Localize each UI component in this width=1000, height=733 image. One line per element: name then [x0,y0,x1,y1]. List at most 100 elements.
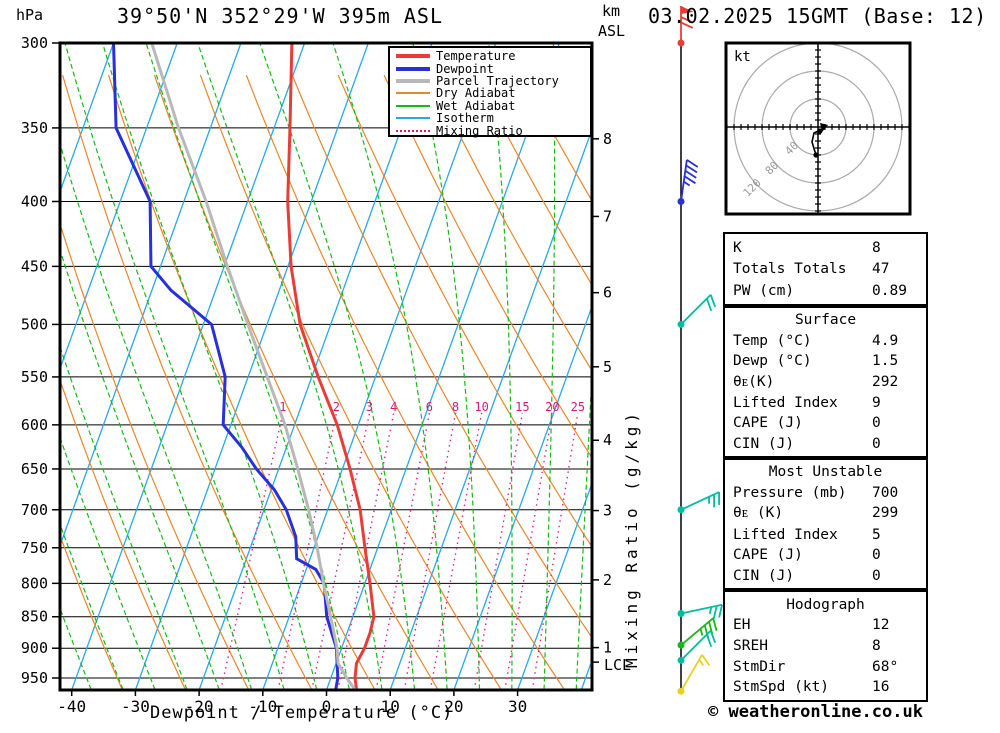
dewpoint-line-swatch [396,66,430,71]
table-row: Totals Totals 47 [725,261,926,277]
stat-value: 299 [872,505,899,522]
legend-label: Mixing Ratio [436,123,523,138]
stat-label: StmDir [733,658,786,675]
altitude-axis-unit-km: km [602,2,621,20]
stat-value: 68° [872,658,899,675]
most-unstable-table: Most Unstable Pressure (mb) 700 θᴇ (K) 299… [723,458,928,590]
svg-text:-30: -30 [121,697,150,716]
copyright-text: © weatheronline.co.uk [708,702,923,722]
stat-label: Temp (°C) [733,332,812,349]
legend-label: Temperature [436,49,516,64]
stat-value: 0 [872,435,881,452]
svg-text:4: 4 [390,400,397,414]
table-row: Lifted Index 5 [725,527,926,543]
svg-text:40: 40 [782,139,801,158]
svg-text:15: 15 [515,400,529,414]
svg-text:750: 750 [21,539,48,557]
svg-text:-40: -40 [57,697,86,716]
stat-value: 8 [872,239,881,256]
table-row: CAPE (J) 0 [725,415,926,431]
valid-datetime: 03.02.2025 15GMT (Base: 12) [648,4,987,28]
chart-legend: Temperature Dewpoint Parcel Trajectory D… [388,46,592,137]
legend-label: Dewpoint [436,61,494,76]
stat-value: 700 [872,484,899,501]
table-title: Hodograph [786,596,865,613]
stat-value: 12 [872,617,890,634]
mixing-ratio-axis-title: Mixing Ratio (g/kg) [622,408,641,668]
isotherm-swatch [396,117,430,120]
dry-adiabat-swatch [396,92,430,95]
svg-text:4: 4 [603,431,612,449]
stat-label: CIN (J) [733,435,795,452]
stat-label: EH [733,617,751,634]
svg-text:550: 550 [21,368,48,386]
svg-text:-10: -10 [248,697,277,716]
stat-label: CAPE (J) [733,415,803,432]
svg-text:30: 30 [508,697,527,716]
svg-text:2: 2 [603,571,612,589]
temperature-line-swatch [396,54,430,59]
svg-text:10: 10 [381,697,400,716]
legend-item: Dry Adiabat [396,87,590,99]
table-row: StmSpd (kt) 16 [725,679,926,695]
stat-label: CAPE (J) [733,547,803,564]
svg-text:3: 3 [366,400,373,414]
svg-text:500: 500 [21,315,48,333]
table-row: SREH 8 [725,638,926,654]
table-row: CIN (J) 0 [725,436,926,452]
svg-text:900: 900 [21,639,48,657]
table-row: Lifted Index 9 [725,395,926,411]
stat-value: 47 [872,261,890,277]
svg-text:850: 850 [21,608,48,626]
table-title: Surface [794,312,857,329]
svg-text:400: 400 [21,192,48,210]
table-row: CAPE (J) 0 [725,547,926,563]
stat-label: StmSpd (kt) [733,679,830,696]
svg-text:20: 20 [444,697,463,716]
svg-text:1: 1 [603,639,612,657]
svg-text:80: 80 [763,159,782,178]
svg-text:800: 800 [21,574,48,592]
legend-label: Dry Adiabat [436,86,516,101]
stat-value: 0 [872,547,881,564]
stat-label: θᴇ (K) [733,505,784,522]
svg-text:10: 10 [474,400,488,414]
stat-label: Totals Totals [733,261,847,277]
table-row: PW (cm) 0.89 [725,283,926,299]
stat-label: PW (cm) [733,282,795,299]
wet-adiabat-swatch [396,104,430,107]
stat-label: Lifted Index [733,394,838,411]
stat-label: Pressure (mb) [733,484,847,501]
legend-item: Isotherm [396,112,590,124]
legend-label: Isotherm [436,111,494,126]
table-row: Pressure (mb) 700 [725,485,926,501]
surface-table: Surface Temp (°C) 4.9 Dewp (°C) 1.5 θᴇ(K) 2… [723,306,928,458]
svg-text:950: 950 [21,669,48,687]
svg-text:8: 8 [603,130,612,148]
table-row: EH 12 [725,617,926,633]
stat-value: 16 [872,679,890,696]
table-row: θᴇ(K) 292 [725,374,926,391]
svg-text:450: 450 [21,257,48,275]
parcel-line-swatch [396,78,430,83]
stat-value: 5 [872,526,881,543]
legend-item: Dewpoint [396,61,590,76]
svg-text:700: 700 [21,501,48,519]
stat-value: 4.9 [872,332,899,349]
svg-text:7: 7 [603,207,612,225]
hodograph-table: Hodograph EH 12 SREH 8 StmDir 68° StmSpd (k… [723,590,928,702]
svg-text:650: 650 [21,460,48,478]
page-title: 39°50'N 352°29'W 395m ASL [116,4,444,28]
stat-label: Lifted Index [733,526,838,543]
svg-text:120: 120 [741,176,764,199]
x-axis-title: Dewpoint / Temperature (°C) [150,703,454,723]
svg-text:300: 300 [21,34,48,52]
stat-value: 9 [872,394,881,411]
table-title: Most Unstable [768,464,883,481]
svg-text:kt: kt [734,49,751,65]
stat-value: 292 [872,373,899,390]
